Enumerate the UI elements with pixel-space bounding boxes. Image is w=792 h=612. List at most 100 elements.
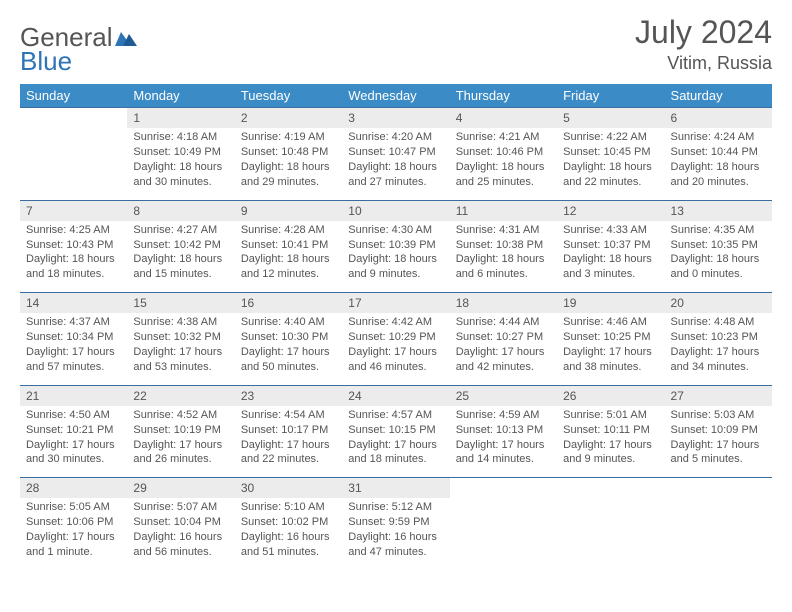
sunset-text: Sunset: 10:27 PM: [456, 330, 551, 345]
day-number-cell: 23: [235, 385, 342, 406]
day-number-cell: 11: [450, 200, 557, 221]
day-number-cell: 8: [127, 200, 234, 221]
daylight-text-1: Daylight: 17 hours: [563, 345, 658, 360]
day-body-cell: Sunrise: 4:33 AMSunset: 10:37 PMDaylight…: [557, 221, 664, 293]
sunset-text: Sunset: 10:19 PM: [133, 423, 228, 438]
day-body-row: Sunrise: 4:37 AMSunset: 10:34 PMDaylight…: [20, 313, 772, 385]
day-number-cell: 18: [450, 293, 557, 314]
sunset-text: Sunset: 10:30 PM: [241, 330, 336, 345]
day-number-cell: 7: [20, 200, 127, 221]
day-number-cell: 14: [20, 293, 127, 314]
sunrise-text: Sunrise: 5:03 AM: [671, 408, 766, 423]
sunset-text: Sunset: 10:38 PM: [456, 238, 551, 253]
daylight-text-1: Daylight: 17 hours: [26, 530, 121, 545]
daylight-text-2: and 57 minutes.: [26, 360, 121, 375]
daylight-text-2: and 20 minutes.: [671, 175, 766, 190]
daylight-text-2: and 25 minutes.: [456, 175, 551, 190]
day-number-cell: 4: [450, 108, 557, 129]
sunrise-text: Sunrise: 4:48 AM: [671, 315, 766, 330]
daylight-text-1: Daylight: 17 hours: [456, 345, 551, 360]
daylight-text-2: and 26 minutes.: [133, 452, 228, 467]
sunset-text: Sunset: 10:17 PM: [241, 423, 336, 438]
day-body-cell: [20, 128, 127, 200]
sunset-text: Sunset: 10:39 PM: [348, 238, 443, 253]
day-body-cell: Sunrise: 4:59 AMSunset: 10:13 PMDaylight…: [450, 406, 557, 478]
sunset-text: Sunset: 10:37 PM: [563, 238, 658, 253]
day-body-cell: Sunrise: 5:05 AMSunset: 10:06 PMDaylight…: [20, 498, 127, 569]
weekday-header: Saturday: [665, 84, 772, 108]
sunrise-text: Sunrise: 4:46 AM: [563, 315, 658, 330]
daylight-text-1: Daylight: 17 hours: [563, 438, 658, 453]
weekday-header: Wednesday: [342, 84, 449, 108]
day-body-cell: Sunrise: 4:37 AMSunset: 10:34 PMDaylight…: [20, 313, 127, 385]
daylight-text-2: and 42 minutes.: [456, 360, 551, 375]
calendar-table: Sunday Monday Tuesday Wednesday Thursday…: [20, 84, 772, 570]
sunset-text: Sunset: 10:21 PM: [26, 423, 121, 438]
day-body-cell: Sunrise: 4:31 AMSunset: 10:38 PMDaylight…: [450, 221, 557, 293]
sunrise-text: Sunrise: 4:40 AM: [241, 315, 336, 330]
sunset-text: Sunset: 10:42 PM: [133, 238, 228, 253]
sunrise-text: Sunrise: 4:25 AM: [26, 223, 121, 238]
daylight-text-1: Daylight: 16 hours: [241, 530, 336, 545]
sunset-text: Sunset: 10:47 PM: [348, 145, 443, 160]
day-number-cell: 19: [557, 293, 664, 314]
sunset-text: Sunset: 10:23 PM: [671, 330, 766, 345]
sunset-text: Sunset: 10:29 PM: [348, 330, 443, 345]
day-body-cell: Sunrise: 4:24 AMSunset: 10:44 PMDaylight…: [665, 128, 772, 200]
day-body-cell: [557, 498, 664, 569]
daylight-text-2: and 22 minutes.: [563, 175, 658, 190]
day-body-cell: Sunrise: 4:25 AMSunset: 10:43 PMDaylight…: [20, 221, 127, 293]
sunrise-text: Sunrise: 4:22 AM: [563, 130, 658, 145]
title-block: July 2024 Vitim, Russia: [635, 14, 772, 74]
sunrise-text: Sunrise: 4:44 AM: [456, 315, 551, 330]
day-body-cell: Sunrise: 4:18 AMSunset: 10:49 PMDaylight…: [127, 128, 234, 200]
day-body-cell: Sunrise: 5:12 AMSunset: 9:59 PMDaylight:…: [342, 498, 449, 569]
sunrise-text: Sunrise: 4:30 AM: [348, 223, 443, 238]
daylight-text-2: and 12 minutes.: [241, 267, 336, 282]
daylight-text-2: and 15 minutes.: [133, 267, 228, 282]
day-number-row: 14151617181920: [20, 293, 772, 314]
daylight-text-1: Daylight: 16 hours: [133, 530, 228, 545]
sunrise-text: Sunrise: 4:19 AM: [241, 130, 336, 145]
day-body-row: Sunrise: 4:18 AMSunset: 10:49 PMDaylight…: [20, 128, 772, 200]
daylight-text-1: Daylight: 18 hours: [563, 160, 658, 175]
sunset-text: Sunset: 10:06 PM: [26, 515, 121, 530]
daylight-text-2: and 22 minutes.: [241, 452, 336, 467]
daylight-text-1: Daylight: 18 hours: [456, 160, 551, 175]
weekday-header-row: Sunday Monday Tuesday Wednesday Thursday…: [20, 84, 772, 108]
daylight-text-1: Daylight: 18 hours: [563, 252, 658, 267]
day-number-cell: 13: [665, 200, 772, 221]
day-body-cell: Sunrise: 4:38 AMSunset: 10:32 PMDaylight…: [127, 313, 234, 385]
day-number-cell: 15: [127, 293, 234, 314]
daylight-text-1: Daylight: 17 hours: [241, 438, 336, 453]
sunset-text: Sunset: 10:43 PM: [26, 238, 121, 253]
day-body-cell: Sunrise: 4:22 AMSunset: 10:45 PMDaylight…: [557, 128, 664, 200]
daylight-text-1: Daylight: 18 hours: [671, 252, 766, 267]
daylight-text-1: Daylight: 17 hours: [133, 438, 228, 453]
day-number-cell: 6: [665, 108, 772, 129]
sunset-text: Sunset: 10:44 PM: [671, 145, 766, 160]
weekday-header: Friday: [557, 84, 664, 108]
daylight-text-1: Daylight: 17 hours: [26, 345, 121, 360]
day-number-cell: 28: [20, 478, 127, 499]
daylight-text-1: Daylight: 18 hours: [133, 160, 228, 175]
day-number-cell: 12: [557, 200, 664, 221]
sunset-text: Sunset: 10:09 PM: [671, 423, 766, 438]
sunset-text: Sunset: 10:13 PM: [456, 423, 551, 438]
day-number-cell: [665, 478, 772, 499]
day-body-cell: Sunrise: 4:46 AMSunset: 10:25 PMDaylight…: [557, 313, 664, 385]
header: General July 2024 Vitim, Russia: [20, 14, 772, 74]
day-number-cell: 17: [342, 293, 449, 314]
month-title: July 2024: [635, 14, 772, 51]
daylight-text-1: Daylight: 17 hours: [456, 438, 551, 453]
daylight-text-2: and 5 minutes.: [671, 452, 766, 467]
sunrise-text: Sunrise: 5:01 AM: [563, 408, 658, 423]
daylight-text-1: Daylight: 17 hours: [348, 438, 443, 453]
sunset-text: Sunset: 10:34 PM: [26, 330, 121, 345]
daylight-text-2: and 18 minutes.: [348, 452, 443, 467]
sunrise-text: Sunrise: 4:50 AM: [26, 408, 121, 423]
daylight-text-2: and 34 minutes.: [671, 360, 766, 375]
day-body-cell: Sunrise: 5:10 AMSunset: 10:02 PMDaylight…: [235, 498, 342, 569]
sunrise-text: Sunrise: 4:18 AM: [133, 130, 228, 145]
day-body-cell: Sunrise: 5:07 AMSunset: 10:04 PMDaylight…: [127, 498, 234, 569]
